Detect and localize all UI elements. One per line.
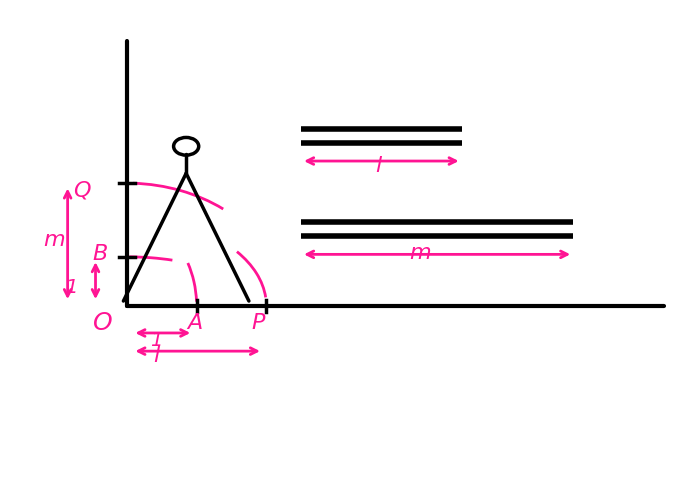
Text: O: O (92, 311, 112, 335)
Text: A: A (188, 313, 203, 333)
Text: l: l (374, 156, 381, 176)
Text: m: m (43, 230, 64, 249)
Text: l: l (153, 346, 159, 366)
Text: Q: Q (73, 180, 90, 201)
Text: m: m (409, 244, 430, 263)
Text: B: B (93, 245, 108, 264)
Text: 1: 1 (65, 278, 77, 297)
Text: 1: 1 (150, 331, 162, 350)
Text: P: P (251, 313, 265, 333)
